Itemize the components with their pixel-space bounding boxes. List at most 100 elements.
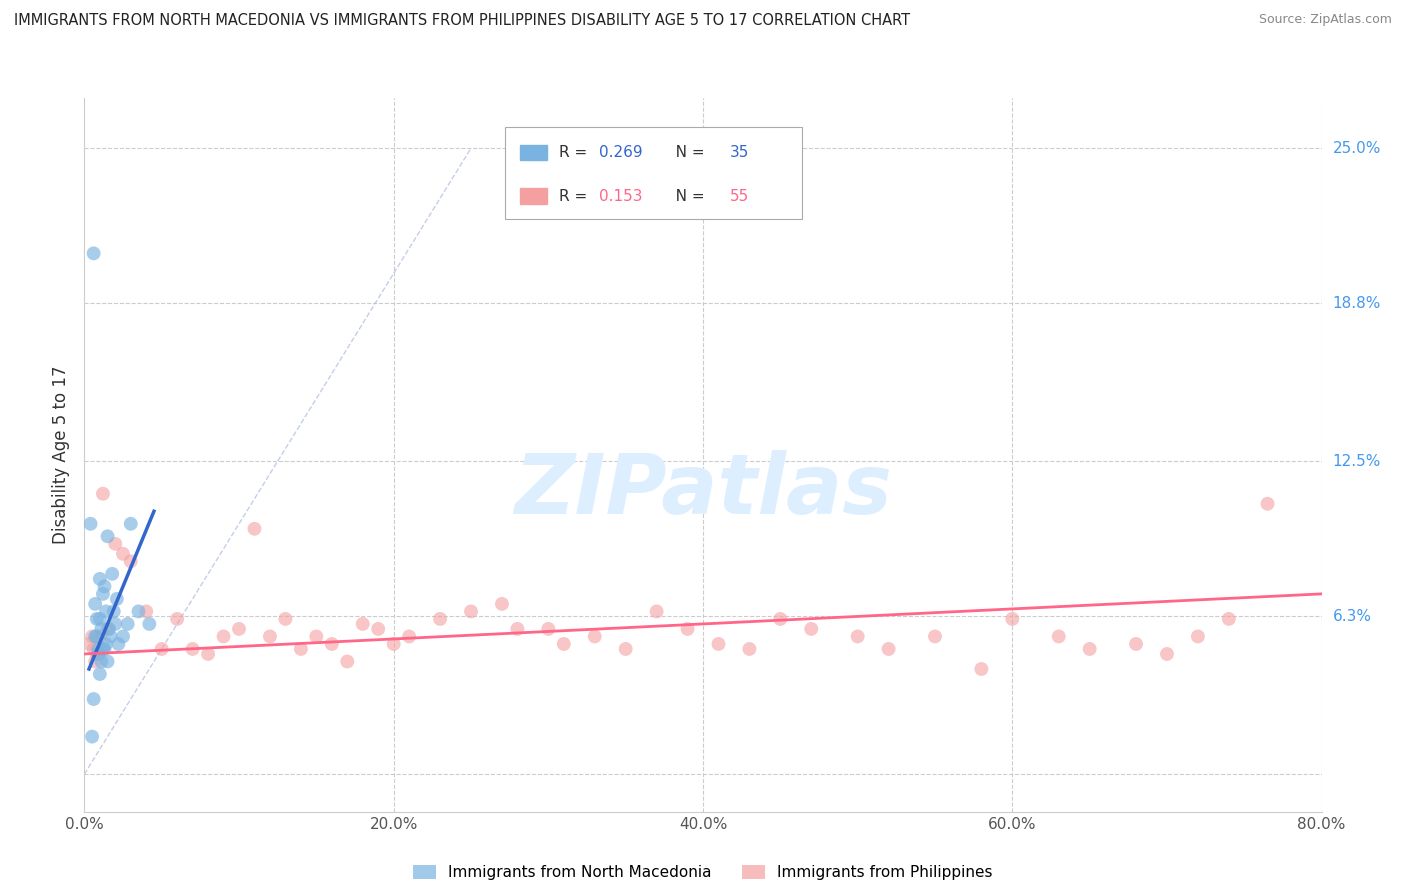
Text: IMMIGRANTS FROM NORTH MACEDONIA VS IMMIGRANTS FROM PHILIPPINES DISABILITY AGE 5 : IMMIGRANTS FROM NORTH MACEDONIA VS IMMIG… xyxy=(14,13,910,29)
Text: 35: 35 xyxy=(730,145,749,161)
Point xyxy=(1187,630,1209,644)
Point xyxy=(96,655,118,669)
Point xyxy=(105,591,128,606)
Point xyxy=(197,647,219,661)
Point xyxy=(89,667,111,681)
FancyBboxPatch shape xyxy=(505,127,801,219)
Point xyxy=(460,604,482,618)
Point xyxy=(150,642,173,657)
Point xyxy=(79,516,101,531)
Point xyxy=(91,487,114,501)
Point xyxy=(93,642,115,657)
Point xyxy=(83,246,105,260)
Point xyxy=(77,637,100,651)
Point xyxy=(107,637,129,651)
Point xyxy=(1047,630,1070,644)
Point xyxy=(1078,642,1101,657)
Point xyxy=(166,612,188,626)
Point xyxy=(800,622,823,636)
Bar xyxy=(520,145,547,161)
Point xyxy=(212,630,235,644)
Point xyxy=(86,630,108,644)
Point xyxy=(398,630,420,644)
Text: R =: R = xyxy=(560,145,592,161)
Point xyxy=(86,612,108,626)
Point xyxy=(100,630,122,644)
Point xyxy=(117,616,139,631)
Text: N =: N = xyxy=(661,189,710,203)
Point xyxy=(87,642,110,657)
Point xyxy=(96,622,118,636)
Text: 55: 55 xyxy=(730,189,749,203)
Point xyxy=(321,637,343,651)
Point xyxy=(645,604,668,618)
Point xyxy=(367,622,389,636)
Point xyxy=(1001,612,1024,626)
Point xyxy=(259,630,281,644)
Point xyxy=(89,572,111,586)
Point xyxy=(104,616,127,631)
Point xyxy=(290,642,312,657)
Point xyxy=(1218,612,1240,626)
Point xyxy=(89,612,111,626)
Point xyxy=(305,630,328,644)
Point xyxy=(583,630,606,644)
Point xyxy=(769,612,792,626)
Point xyxy=(87,647,110,661)
Point xyxy=(90,655,112,669)
Point xyxy=(491,597,513,611)
Point xyxy=(91,642,114,657)
Point xyxy=(506,622,529,636)
Point xyxy=(877,642,900,657)
Point xyxy=(94,604,117,618)
Point xyxy=(228,622,250,636)
Point xyxy=(707,637,730,651)
Point xyxy=(127,604,149,618)
Point xyxy=(96,529,118,543)
Point xyxy=(112,547,135,561)
Point xyxy=(98,622,121,636)
Point xyxy=(1257,497,1279,511)
Text: 0.153: 0.153 xyxy=(599,189,643,203)
Point xyxy=(120,554,142,568)
Point xyxy=(243,522,266,536)
Bar xyxy=(520,188,547,204)
Point xyxy=(84,597,107,611)
Text: N =: N = xyxy=(661,145,710,161)
Point xyxy=(1125,637,1147,651)
Point xyxy=(181,642,204,657)
Point xyxy=(112,630,135,644)
Point xyxy=(274,612,297,626)
Point xyxy=(382,637,405,651)
Point xyxy=(94,637,117,651)
Point xyxy=(84,655,107,669)
Text: Source: ZipAtlas.com: Source: ZipAtlas.com xyxy=(1258,13,1392,27)
Point xyxy=(90,622,112,636)
Point xyxy=(537,622,560,636)
Point xyxy=(86,647,108,661)
Point xyxy=(89,630,111,644)
Point xyxy=(84,630,107,644)
Point xyxy=(846,630,869,644)
Point xyxy=(1156,647,1178,661)
Text: 0.269: 0.269 xyxy=(599,145,643,161)
Text: 18.8%: 18.8% xyxy=(1333,296,1381,311)
Text: 6.3%: 6.3% xyxy=(1333,609,1372,624)
Text: 25.0%: 25.0% xyxy=(1333,141,1381,156)
Point xyxy=(91,587,114,601)
Point xyxy=(676,622,699,636)
Text: ZIPatlas: ZIPatlas xyxy=(515,450,891,531)
Point xyxy=(82,630,104,644)
Point xyxy=(82,730,104,744)
Point xyxy=(138,616,160,631)
Text: 12.5%: 12.5% xyxy=(1333,454,1381,468)
Point xyxy=(93,579,115,593)
Point xyxy=(103,604,125,618)
Point xyxy=(135,604,157,618)
Point xyxy=(120,516,142,531)
Point xyxy=(970,662,993,676)
Point xyxy=(614,642,637,657)
Point xyxy=(83,642,105,657)
Point xyxy=(104,537,127,551)
Point xyxy=(738,642,761,657)
